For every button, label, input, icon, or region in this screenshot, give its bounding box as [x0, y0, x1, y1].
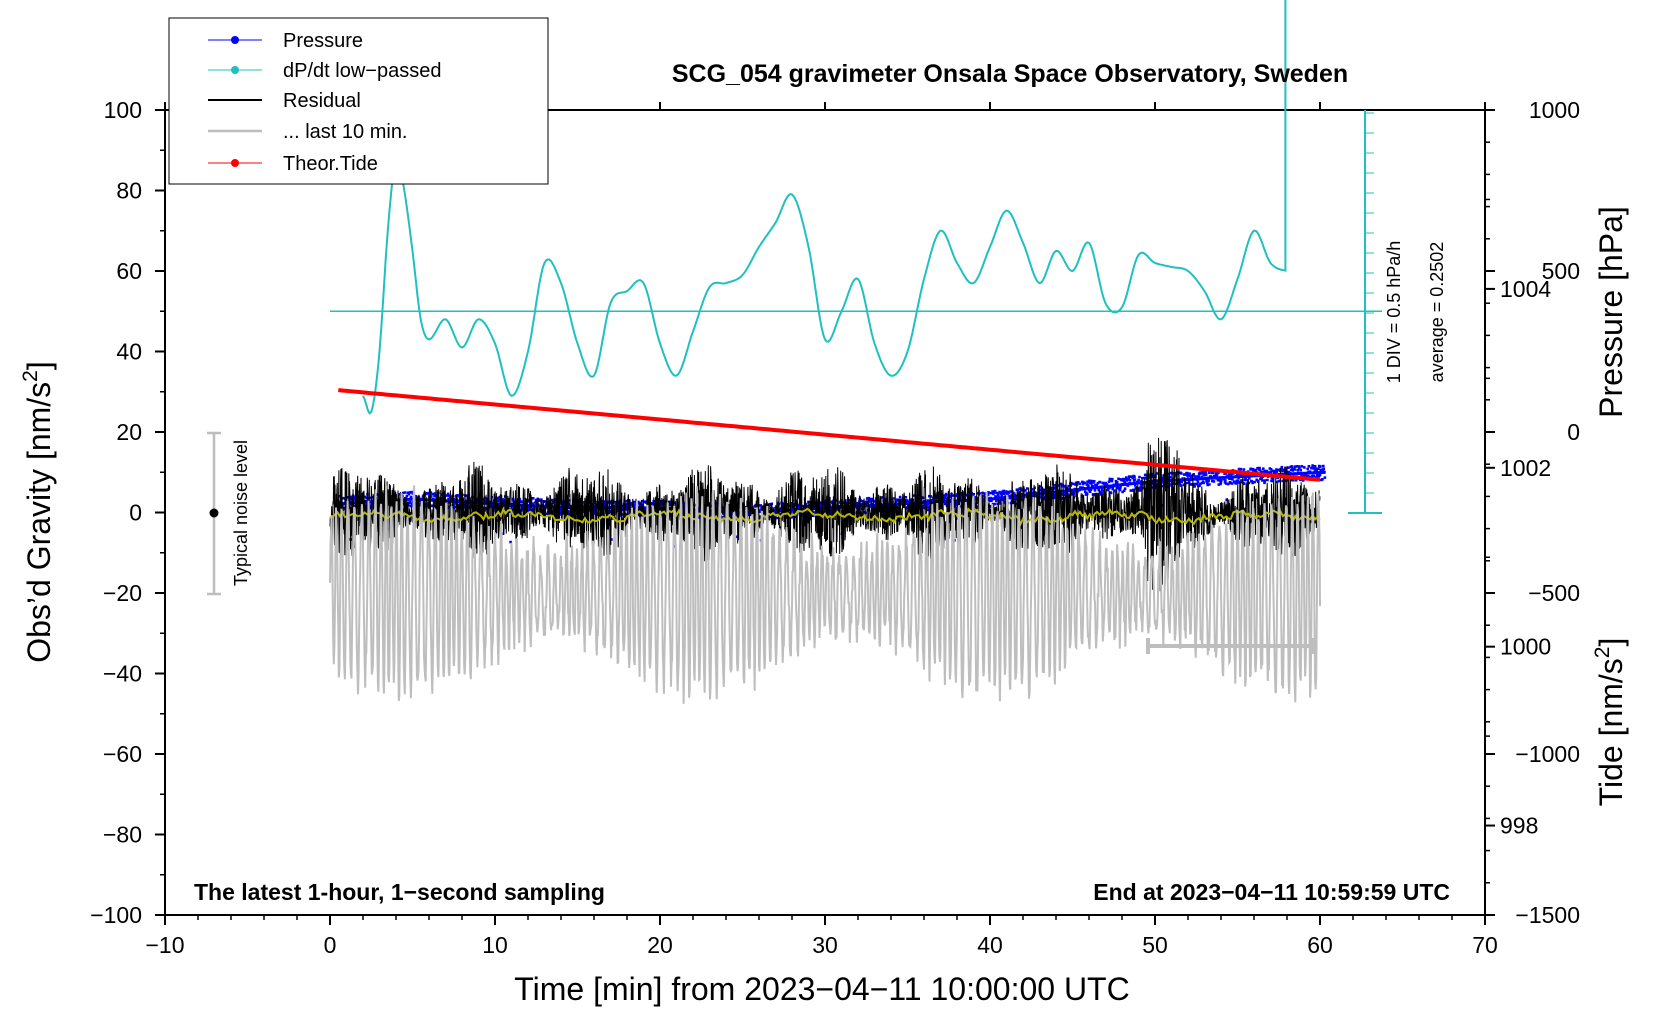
- tide-axis-title-main: Tide [nm/s: [1593, 658, 1629, 806]
- residual-smoothed-line: [329, 507, 1321, 527]
- y-tick-label: 40: [116, 339, 142, 365]
- legend-pressure-label: Pressure: [283, 30, 363, 52]
- tide-tick-label: −1500: [1515, 902, 1580, 928]
- legend-item-residual: Residual: [208, 90, 361, 112]
- legend: Pressure dP/dt low−passed Residual ... l…: [168, 17, 549, 185]
- last10-line: [329, 485, 1321, 704]
- y-axis-title-left-suffix: ]: [21, 361, 57, 370]
- pressure-tick-label: 998: [1500, 813, 1538, 839]
- legend-dpdt-label: dP/dt low−passed: [283, 60, 441, 82]
- y-tick-label: 60: [116, 258, 142, 284]
- legend-item-dpdt: dP/dt low−passed: [208, 60, 441, 82]
- pressure-tick-label: 1002: [1500, 455, 1551, 481]
- pressure-tick-label: 1004: [1500, 276, 1551, 302]
- legend-last10-label: ... last 10 min.: [283, 121, 408, 143]
- dpdt-scale: 1 DIV = 0.5 hPa/h average = 0.2502: [1348, 110, 1447, 514]
- x-tick-label: 0: [324, 932, 337, 958]
- pressure-axis-title: Pressure [hPa]: [1593, 206, 1629, 418]
- legend-item-pressure: Pressure: [208, 30, 363, 52]
- residual-line: [329, 437, 1321, 592]
- y-axis-title-left-main: Obs’d Gravity [nm/s: [21, 382, 57, 663]
- left-note: The latest 1-hour, 1−second sampling: [194, 879, 605, 905]
- x-tick-label: 60: [1307, 932, 1333, 958]
- y-tick-label: 20: [116, 419, 142, 445]
- dpdt-average-label: average = 0.2502: [1427, 242, 1447, 383]
- legend-residual-label: Residual: [283, 90, 361, 112]
- y-axis-title-left: Obs’d Gravity [nm/s2]: [19, 361, 57, 663]
- tide-layer: [338, 388, 1321, 482]
- residual-layer: [329, 437, 1321, 592]
- x-tick-label: −10: [145, 932, 184, 958]
- y-tick-label: −40: [103, 661, 142, 687]
- axes-layer: −10 0 10 20 30 40 50 60 70100806040200−20−40−60−…: [90, 97, 1580, 958]
- pressure-tick-label: 1000: [1500, 634, 1551, 660]
- legend-item-last10: ... last 10 min.: [208, 121, 408, 143]
- tide-tick-label: 0: [1567, 419, 1580, 445]
- noise-indicator: Typical noise level: [207, 431, 251, 596]
- tide-tick-label: 1000: [1529, 97, 1580, 123]
- tide-axis-title-suffix: ]: [1593, 638, 1629, 647]
- x-tick-label: 30: [812, 932, 838, 958]
- right-note: End at 2023−04−11 10:59:59 UTC: [1093, 879, 1450, 905]
- x-axis-title: Time [min] from 2023−04−11 10:00:00 UTC: [514, 971, 1129, 1007]
- dpdt-layer: [330, 0, 1382, 416]
- legend-pressure-marker: [231, 36, 239, 44]
- y-tick-label: 0: [129, 500, 142, 526]
- x-tick-label: 40: [977, 932, 1003, 958]
- tide-tick-label: 500: [1542, 258, 1580, 284]
- y-tick-label: −60: [103, 741, 142, 767]
- legend-tide-marker: [231, 159, 239, 167]
- noise-label: Typical noise level: [231, 440, 251, 586]
- legend-item-tide: Theor.Tide: [208, 153, 378, 175]
- y-tick-label: −20: [103, 580, 142, 606]
- y-tick-label: −80: [103, 822, 142, 848]
- dpdt-scale-ticks: [1365, 112, 1374, 514]
- dpdt-div-label: 1 DIV = 0.5 hPa/h: [1384, 241, 1404, 384]
- last10-layer: [329, 485, 1321, 704]
- last10-scale-bar: [1146, 638, 1315, 654]
- x-tick-label: 20: [647, 932, 673, 958]
- chart-title: SCG_054 gravimeter Onsala Space Observat…: [672, 60, 1348, 88]
- tide-axis-title: Tide [nm/s2]: [1591, 638, 1629, 807]
- legend-tide-label: Theor.Tide: [283, 153, 378, 175]
- x-tick-label: 10: [482, 932, 508, 958]
- y-tick-label: 80: [116, 178, 142, 204]
- legend-dpdt-marker: [231, 66, 239, 74]
- x-tick-label: 50: [1142, 932, 1168, 958]
- y-axis-title-left-sup: 2: [19, 370, 42, 382]
- tide-axis-title-sup: 2: [1591, 647, 1614, 659]
- tide-tick-label: −500: [1528, 580, 1580, 606]
- noise-dot: [209, 508, 219, 518]
- tide-tick-label: −1000: [1515, 741, 1580, 767]
- y-tick-label: 100: [104, 97, 142, 123]
- x-tick-label: 70: [1472, 932, 1498, 958]
- tide-line: [338, 388, 1321, 482]
- y-tick-label: −100: [90, 902, 142, 928]
